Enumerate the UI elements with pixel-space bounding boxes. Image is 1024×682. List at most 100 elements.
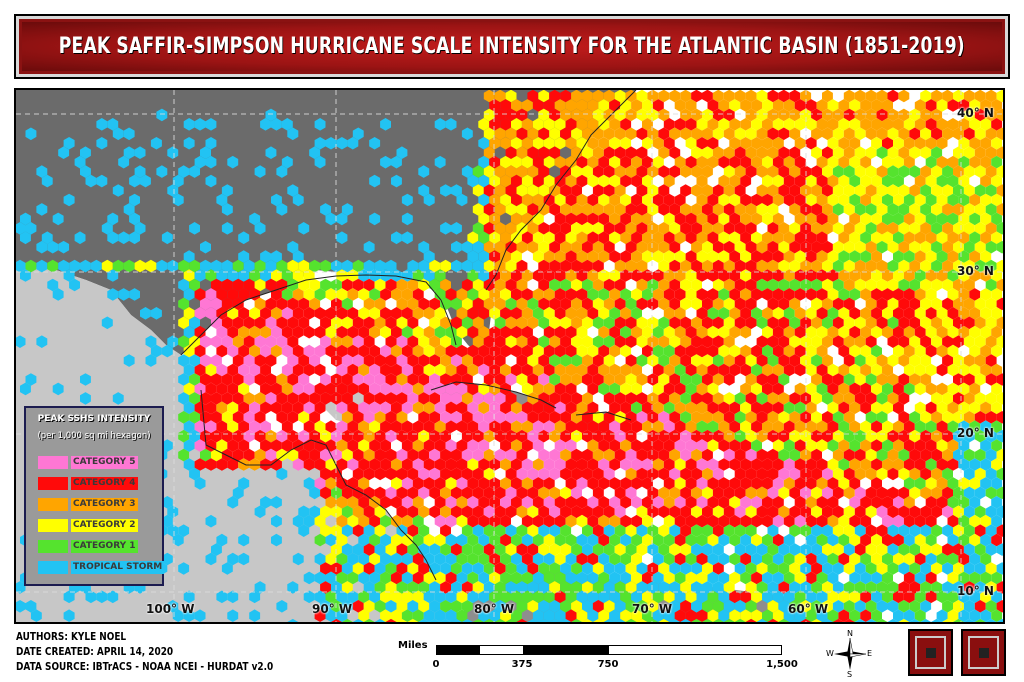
hex-cell	[238, 420, 250, 433]
hex-cell	[734, 543, 746, 556]
hex-cell	[647, 600, 659, 613]
hex-cell	[336, 571, 348, 585]
hex-cell	[205, 155, 217, 169]
hex-cell	[647, 618, 659, 622]
hex-cell	[980, 118, 992, 131]
hurricane-hexbin-map[interactable]	[16, 90, 1005, 624]
hex-cell	[478, 363, 490, 377]
hex-cell	[336, 496, 348, 509]
hex-cell	[407, 373, 419, 386]
hex-cell	[898, 618, 910, 622]
hex-cell	[762, 477, 773, 490]
hex-cell	[598, 458, 610, 471]
hex-cell	[80, 392, 91, 405]
hex-cell	[101, 222, 113, 235]
hex-cell	[592, 562, 604, 575]
hex-cell	[832, 581, 844, 594]
hex-cell	[658, 392, 670, 405]
hex-cell	[303, 325, 315, 339]
hex-cell	[647, 127, 659, 141]
hex-cell	[756, 392, 768, 405]
hex-cell	[794, 325, 806, 339]
hex-cell	[920, 146, 932, 159]
hex-cell	[729, 174, 741, 188]
hex-cell	[903, 231, 915, 245]
hex-cell	[592, 448, 604, 462]
hex-cell	[691, 600, 702, 613]
hex-cell	[380, 439, 391, 452]
hex-cell	[451, 505, 462, 519]
hex-cell	[794, 458, 806, 471]
hex-cell	[587, 477, 599, 490]
hex-cell	[472, 581, 484, 594]
hex-cell	[511, 344, 522, 358]
hex-cell	[505, 486, 517, 500]
hex-cell	[287, 429, 299, 443]
hex-cell	[16, 222, 26, 235]
hex-cell	[521, 496, 533, 509]
hex-cell	[407, 618, 419, 622]
hex-cell	[505, 203, 517, 216]
hex-cell	[358, 344, 370, 358]
hex-cell	[849, 137, 861, 150]
hex-cell	[352, 278, 364, 292]
hex-cell	[483, 505, 495, 519]
hex-cell	[843, 618, 855, 622]
hex-cell	[363, 411, 375, 424]
hex-cell	[341, 316, 353, 330]
hex-cell	[592, 297, 604, 311]
hex-cell	[991, 533, 1003, 547]
hex-cell	[456, 590, 468, 604]
hex-cell	[178, 392, 190, 405]
hex-cell	[729, 533, 741, 547]
hex-cell	[609, 344, 621, 358]
hex-cell	[685, 118, 697, 131]
hex-cell	[516, 600, 528, 613]
hex-cell	[991, 118, 1003, 131]
hex-cell	[478, 344, 490, 358]
hex-cell	[489, 458, 501, 471]
hex-cell	[560, 581, 572, 594]
hex-cell	[363, 543, 375, 556]
hex-cell	[887, 108, 899, 122]
hex-cell	[407, 259, 419, 273]
hex-cell	[249, 590, 261, 604]
hex-cell	[363, 581, 375, 594]
hex-cell	[521, 137, 533, 150]
hex-cell	[243, 429, 255, 443]
hex-cell	[521, 325, 533, 339]
hex-cell	[767, 562, 779, 575]
hex-cell	[298, 297, 310, 311]
hex-cell	[647, 240, 659, 254]
hex-cell	[985, 373, 997, 386]
hex-cell	[794, 496, 806, 509]
hex-cell	[129, 174, 140, 188]
hex-cell	[740, 118, 752, 131]
hex-cell	[674, 307, 686, 320]
hex-cell	[216, 288, 228, 301]
hex-cell	[582, 354, 593, 367]
hex-cell	[336, 477, 348, 490]
hex-cell	[991, 307, 1003, 320]
hex-cell	[478, 590, 490, 604]
hex-cell	[516, 543, 528, 556]
map-frame[interactable]	[14, 88, 1005, 624]
hex-cell	[292, 363, 304, 377]
hex-cell	[745, 373, 757, 386]
hex-cell	[554, 99, 566, 112]
hex-cell	[936, 590, 948, 604]
hex-cell	[298, 505, 310, 519]
hex-cell	[560, 618, 572, 622]
hex-cell	[832, 486, 844, 500]
hex-cell	[587, 212, 599, 226]
hex-cell	[767, 505, 779, 519]
hex-cell	[680, 524, 692, 537]
hex-cell	[440, 543, 451, 556]
hex-cell	[669, 240, 681, 254]
hex-cell	[101, 316, 113, 330]
hex-cell	[445, 477, 457, 490]
hex-cell	[391, 609, 402, 622]
hex-cell	[434, 496, 446, 509]
legend-swatch	[38, 498, 68, 511]
hex-cell	[865, 259, 877, 273]
